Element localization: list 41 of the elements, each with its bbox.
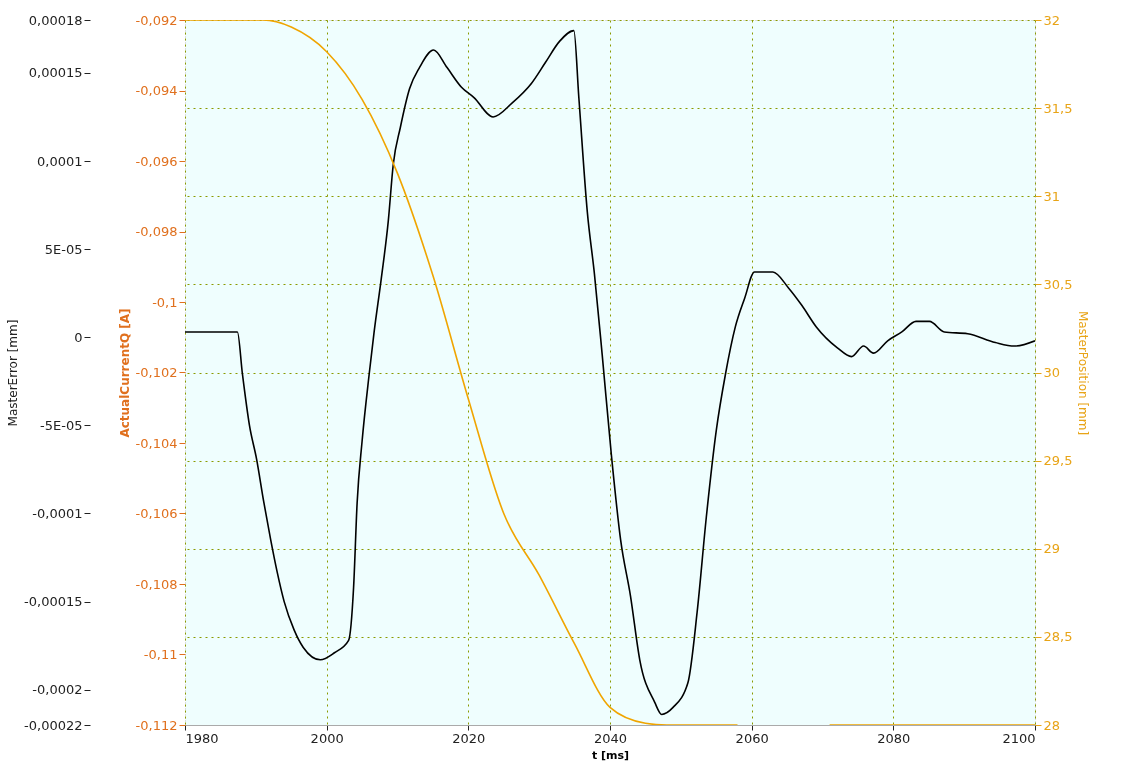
x-tick-label: 2080: [877, 730, 911, 746]
y2-tick-label: 28,5: [1043, 629, 1073, 645]
y2-tick-label: 29,5: [1043, 453, 1073, 469]
y2-tick-label: 28: [1043, 717, 1061, 733]
y3-axis-title: ActualCurrentQ [A]: [117, 308, 132, 438]
y3-tick-label: -0,092: [135, 12, 178, 28]
y2-tick-label: 29: [1043, 541, 1061, 557]
y3-tick-label: -0,112: [135, 717, 178, 733]
y3-tick-label: -0,108: [135, 576, 178, 592]
x-tick-label: 2100: [1002, 730, 1036, 746]
y-tick-label: 0: [74, 329, 83, 345]
y2-tick-label: 30: [1043, 365, 1061, 380]
x-tick-label: 2020: [452, 730, 486, 746]
y-axis-title: MasterError [mm]: [6, 319, 21, 427]
x-tick-label: 2060: [735, 730, 769, 746]
y-tick-label: -5E-05: [40, 417, 83, 433]
y2-tick-label: 30,5: [1043, 276, 1073, 292]
x-tick-label: 2040: [593, 730, 628, 746]
y2-tick-label: 32: [1043, 12, 1061, 28]
y-tick-label: -0,00022: [24, 717, 83, 733]
y-tick-label: 5E-05: [44, 241, 83, 257]
y-tick-label: -0,00015: [24, 594, 83, 610]
y-tick-label: 0,0001: [37, 153, 83, 169]
y-tick-label: 0,00015: [28, 65, 83, 81]
y2-axis-title: MasterPosition [mm]: [1076, 310, 1091, 436]
y3-tick-label: -0,094: [135, 83, 178, 98]
y-tick-label: 0,00018: [28, 12, 83, 28]
y3-tick-label: -0,098: [135, 224, 178, 239]
y-tick-label: -0,0001: [32, 506, 83, 521]
y3-tick-label: -0,102: [135, 365, 178, 380]
x-tick-label: 1980: [185, 730, 219, 746]
x-tick-label: 2000: [310, 730, 344, 746]
y3-tick-label: -0,1: [152, 294, 178, 310]
y2-tick-label: 31: [1043, 188, 1061, 204]
y3-tick-label: -0,096: [135, 153, 178, 169]
y3-tick-label: -0,104: [135, 435, 178, 451]
y3-tick-label: -0,11: [143, 647, 178, 662]
x-axis-title: t [ms]: [591, 748, 630, 762]
y-tick-label: -0,0002: [32, 682, 83, 698]
y2-tick-label: 31,5: [1043, 100, 1073, 116]
y3-tick-label: -0,106: [135, 506, 178, 521]
